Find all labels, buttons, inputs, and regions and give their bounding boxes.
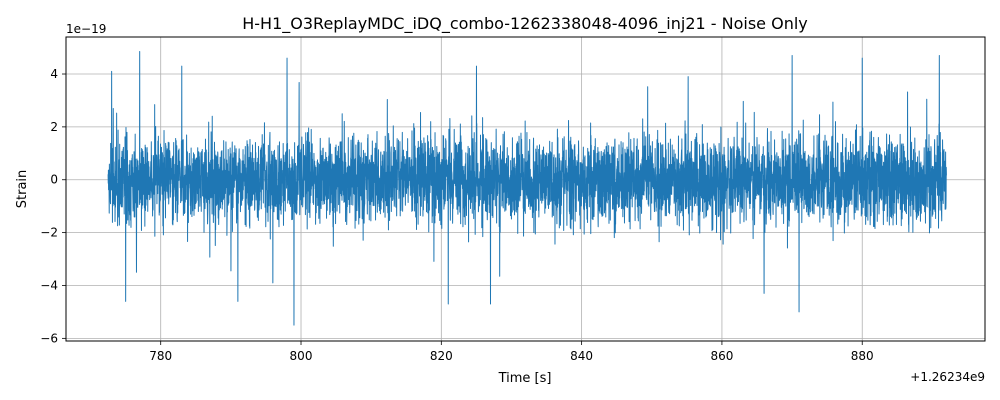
y-tick-label: −4	[40, 278, 58, 292]
axes-frame	[65, 36, 986, 342]
y-tick-label: 0	[50, 173, 58, 187]
y-tick-label: −6	[40, 331, 58, 345]
strain-series-line	[107, 51, 947, 326]
y-axis-label: Strain	[15, 170, 30, 209]
x-ticks: 780 800 820 840 860 880	[149, 341, 874, 363]
y-tick-label: 4	[50, 67, 58, 81]
y-tick-label: 2	[50, 120, 58, 134]
y-ticks: −6 −4 −2 0 2 4	[40, 67, 66, 345]
x-tick-label: 840	[570, 349, 593, 363]
series-line	[107, 51, 947, 326]
x-axis-label: Time [s]	[498, 371, 552, 386]
x-tick-label: 800	[290, 349, 313, 363]
y-tick-label: −2	[40, 226, 58, 240]
y-scale-label: 1e−19	[66, 22, 106, 36]
x-tick-label: 780	[149, 349, 172, 363]
chart-title: H-H1_O3ReplayMDC_iDQ_combo-1262338048-40…	[242, 14, 808, 34]
x-tick-label: 880	[851, 349, 874, 363]
x-tick-label: 860	[710, 349, 733, 363]
x-offset-label: +1.26234e9	[910, 370, 985, 384]
x-tick-label: 820	[430, 349, 453, 363]
